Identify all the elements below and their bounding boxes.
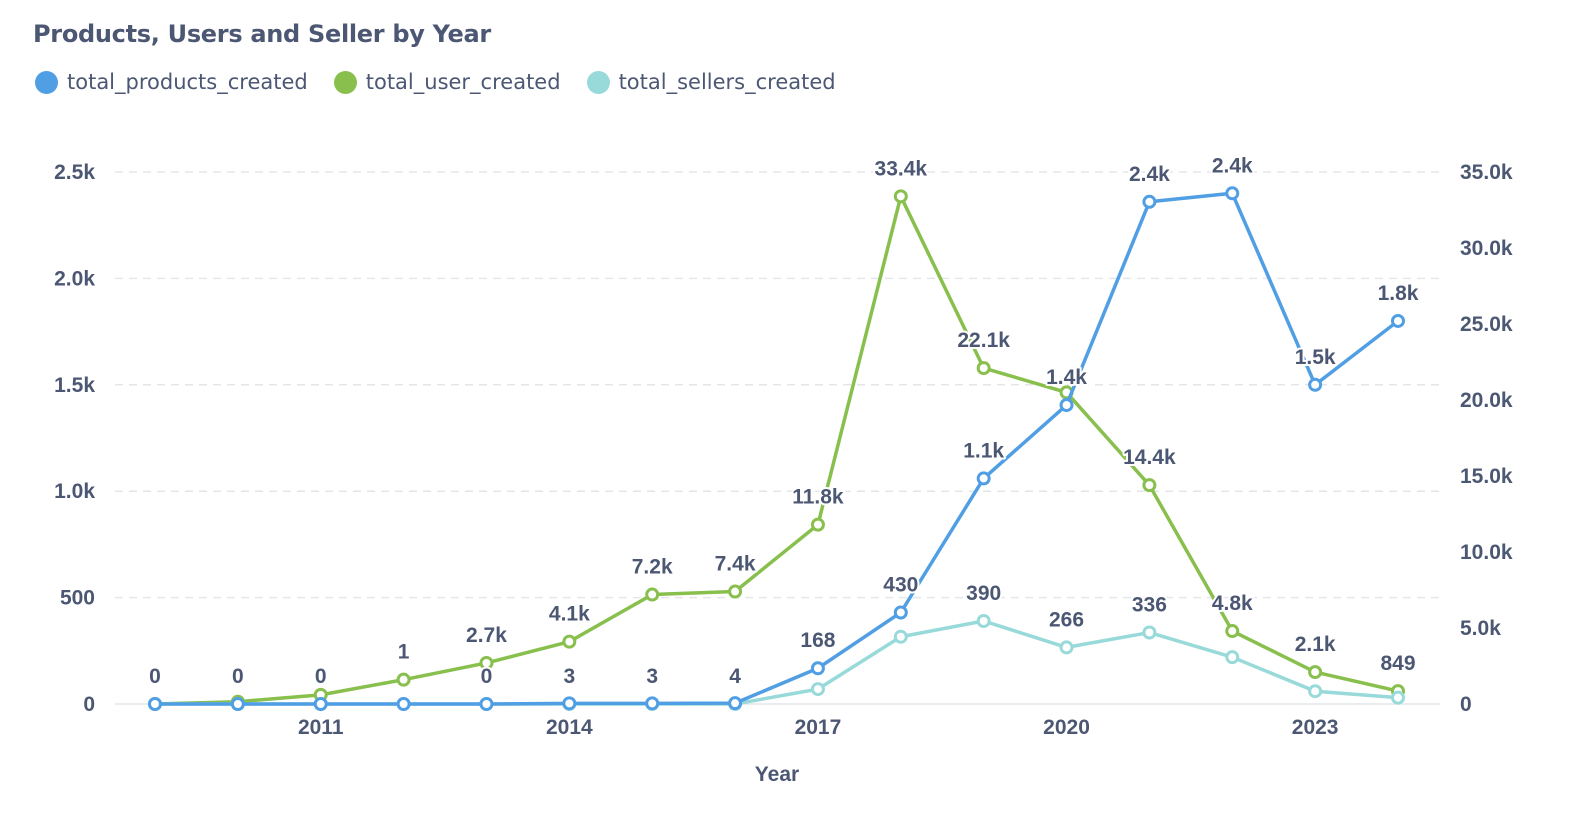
y-right-tick-label: 35.0k	[1460, 161, 1513, 184]
data-label-total_user_created: 1	[398, 641, 410, 664]
y-right-tick-label: 0	[1460, 693, 1472, 716]
data-point-total_user_created	[562, 634, 577, 649]
data-label-total_products_created: 0	[481, 665, 493, 688]
x-tick-label: 2011	[298, 716, 344, 739]
data-label-total_products_created: 2.4k	[1129, 163, 1170, 186]
data-point-total_products_created	[1142, 194, 1157, 209]
data-point-total_sellers_created	[893, 629, 908, 644]
data-point-total_products_created	[1059, 398, 1074, 413]
legend-item-sellers[interactable]: total_sellers_created	[586, 70, 836, 94]
data-label-total_products_created: 430	[883, 573, 918, 596]
legend-label-products: total_products_created	[67, 70, 308, 94]
legend-label-sellers: total_sellers_created	[618, 70, 836, 94]
y-right-tick-label: 10.0k	[1460, 541, 1513, 564]
data-point-total_products_created	[810, 661, 825, 676]
x-tick-label: 2017	[795, 716, 842, 739]
data-point-total_user_created	[810, 517, 825, 532]
data-point-total_user_created	[728, 584, 743, 599]
data-label-total_products_created: 0	[232, 665, 244, 688]
data-point-total_products_created	[562, 696, 577, 711]
data-point-total_products_created	[313, 697, 328, 711]
y-left-tick-label: 0	[83, 693, 95, 716]
data-label-total_products_created: 1.8k	[1378, 282, 1419, 305]
data-label-total_sellers_created: 266	[1049, 608, 1084, 631]
data-label-total_sellers_created: 390	[966, 582, 1001, 605]
data-point-total_products_created	[230, 697, 245, 711]
data-point-total_products_created	[976, 471, 991, 486]
data-point-total_user_created	[1308, 665, 1323, 680]
data-point-total_products_created	[1225, 186, 1240, 201]
x-tick-label: 2020	[1043, 716, 1090, 739]
legend-dot-products	[35, 70, 58, 94]
data-label-total_user_created: 4.1k	[549, 603, 590, 626]
data-point-total_sellers_created	[1225, 650, 1240, 665]
y-right-tick-label: 5.0k	[1460, 617, 1501, 640]
data-label-total_products_created: 4	[729, 665, 741, 688]
y-left-tick-label: 500	[60, 587, 95, 610]
data-point-total_products_created	[1391, 313, 1405, 328]
legend-dot-users	[333, 70, 357, 94]
data-point-total_products_created	[148, 697, 162, 711]
x-axis-title: Year	[755, 763, 799, 786]
data-point-total_user_created	[1225, 624, 1240, 639]
legend: total_products_created total_user_create…	[35, 70, 862, 94]
data-point-total_sellers_created	[810, 682, 825, 697]
data-point-total_sellers_created	[1142, 625, 1157, 640]
y-left-tick-label: 1.0k	[54, 480, 95, 503]
data-point-total_products_created	[396, 697, 411, 711]
data-label-total_products_created: 3	[646, 665, 658, 688]
data-label-total_products_created: 3	[563, 665, 575, 688]
data-point-total_products_created	[1308, 377, 1323, 392]
y-right-tick-label: 30.0k	[1460, 237, 1513, 260]
data-point-total_user_created	[479, 655, 494, 670]
data-label-total_user_created: 4.8k	[1212, 592, 1253, 615]
data-label-total_products_created: 0	[149, 665, 161, 688]
data-point-total_sellers_created	[1391, 690, 1405, 705]
data-point-total_products_created	[479, 697, 494, 711]
data-label-total_user_created: 7.2k	[632, 556, 673, 579]
data-point-total_products_created	[645, 696, 660, 711]
data-label-total_user_created: 11.8k	[792, 486, 844, 509]
data-point-total_sellers_created	[1308, 684, 1323, 699]
data-point-total_user_created	[976, 361, 991, 376]
chart-title: Products, Users and Seller by Year	[33, 20, 491, 48]
y-right-tick-label: 15.0k	[1460, 465, 1513, 488]
y-left-tick-label: 2.5k	[54, 161, 95, 184]
data-point-total_user_created	[396, 672, 411, 687]
data-label-total_products_created: 1.1k	[963, 439, 1004, 462]
y-left-tick-label: 1.5k	[54, 374, 95, 397]
y-right-tick-label: 20.0k	[1460, 389, 1513, 412]
data-label-total_user_created: 14.4k	[1123, 446, 1176, 469]
data-label-total_user_created: 2.7k	[466, 624, 507, 647]
data-label-total_products_created: 1.4k	[1046, 366, 1087, 389]
data-label-total_user_created: 849	[1380, 652, 1415, 675]
data-point-total_sellers_created	[976, 614, 991, 629]
legend-label-users: total_user_created	[365, 70, 561, 94]
x-tick-label: 2014	[546, 716, 593, 739]
data-point-total_user_created	[1142, 478, 1157, 493]
data-point-total_user_created	[893, 189, 908, 204]
data-label-total_products_created: 2.4k	[1212, 154, 1253, 177]
legend-item-users[interactable]: total_user_created	[333, 70, 561, 94]
data-label-total_user_created: 22.1k	[957, 329, 1010, 352]
data-label-total_user_created: 33.4k	[875, 157, 928, 180]
data-label-total_products_created: 1.5k	[1295, 346, 1336, 369]
data-point-total_sellers_created	[1059, 640, 1074, 655]
legend-dot-sellers	[586, 70, 610, 94]
series-line-total_products_created	[155, 191, 1400, 706]
data-label-total_user_created: 7.4k	[715, 553, 756, 576]
x-tick-label: 2023	[1292, 716, 1339, 739]
data-point-total_products_created	[728, 696, 743, 711]
data-label-total_user_created: 2.1k	[1295, 633, 1336, 656]
data-label-total_products_created: 0	[315, 665, 327, 688]
data-label-total_sellers_created: 336	[1132, 593, 1167, 616]
series-line-total_user_created	[154, 194, 1399, 706]
data-point-total_user_created	[645, 587, 660, 602]
data-point-total_products_created	[893, 605, 908, 620]
y-left-tick-label: 2.0k	[54, 267, 95, 290]
y-right-tick-label: 25.0k	[1460, 313, 1513, 336]
legend-item-products[interactable]: total_products_created	[35, 70, 308, 94]
data-label-total_products_created: 168	[800, 629, 835, 652]
